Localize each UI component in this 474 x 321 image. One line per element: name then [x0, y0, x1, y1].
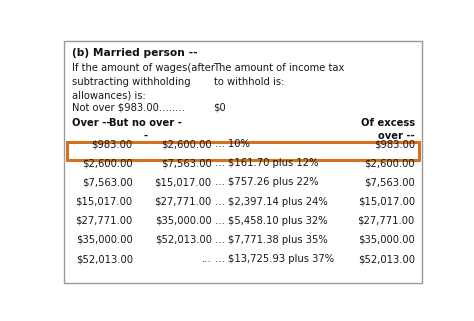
Text: $15,017.00: $15,017.00 — [358, 196, 415, 207]
Text: $15,017.00: $15,017.00 — [155, 178, 212, 187]
Text: $7,563.00: $7,563.00 — [364, 178, 415, 187]
Text: $0: $0 — [213, 103, 226, 113]
Text: ... $161.70 plus 12%: ... $161.70 plus 12% — [215, 158, 319, 168]
Text: ... $2,397.14 plus 24%: ... $2,397.14 plus 24% — [215, 196, 328, 207]
Text: $2,600.00: $2,600.00 — [82, 158, 133, 168]
Text: $27,771.00: $27,771.00 — [357, 216, 415, 226]
Text: ... $7,771.38 plus 35%: ... $7,771.38 plus 35% — [215, 235, 328, 245]
FancyBboxPatch shape — [67, 142, 419, 160]
Text: But no over -
-: But no over - - — [109, 118, 182, 141]
Text: Of excess
over --: Of excess over -- — [361, 118, 415, 141]
Text: If the amount of wages(after
subtracting withholding
allowances) is:: If the amount of wages(after subtracting… — [72, 63, 215, 100]
Text: $7,563.00: $7,563.00 — [82, 178, 133, 187]
Text: Over --: Over -- — [72, 118, 110, 128]
Text: $2,600.00: $2,600.00 — [364, 158, 415, 168]
Text: $2,600.00: $2,600.00 — [161, 139, 212, 149]
Text: (b) Married person --: (b) Married person -- — [72, 48, 198, 58]
Text: ... $757.26 plus 22%: ... $757.26 plus 22% — [215, 178, 319, 187]
Text: $27,771.00: $27,771.00 — [155, 196, 212, 207]
Text: ... 10%: ... 10% — [215, 139, 250, 149]
Text: Not over $983.00........: Not over $983.00........ — [72, 103, 185, 113]
Text: $15,017.00: $15,017.00 — [75, 196, 133, 207]
Text: $52,013.00: $52,013.00 — [76, 254, 133, 264]
Text: The amount of income tax
to withhold is:: The amount of income tax to withhold is: — [213, 63, 345, 87]
Text: ... $5,458.10 plus 32%: ... $5,458.10 plus 32% — [215, 216, 328, 226]
Text: $35,000.00: $35,000.00 — [155, 216, 212, 226]
Text: $52,013.00: $52,013.00 — [155, 235, 212, 245]
Text: $983.00: $983.00 — [374, 139, 415, 149]
Text: $983.00: $983.00 — [91, 139, 133, 149]
Text: $7,563.00: $7,563.00 — [161, 158, 212, 168]
Text: $35,000.00: $35,000.00 — [76, 235, 133, 245]
Text: $52,013.00: $52,013.00 — [358, 254, 415, 264]
Text: ... $13,725.93 plus 37%: ... $13,725.93 plus 37% — [215, 254, 335, 264]
Text: ...: ... — [202, 254, 212, 264]
Text: $35,000.00: $35,000.00 — [358, 235, 415, 245]
Text: $27,771.00: $27,771.00 — [75, 216, 133, 226]
